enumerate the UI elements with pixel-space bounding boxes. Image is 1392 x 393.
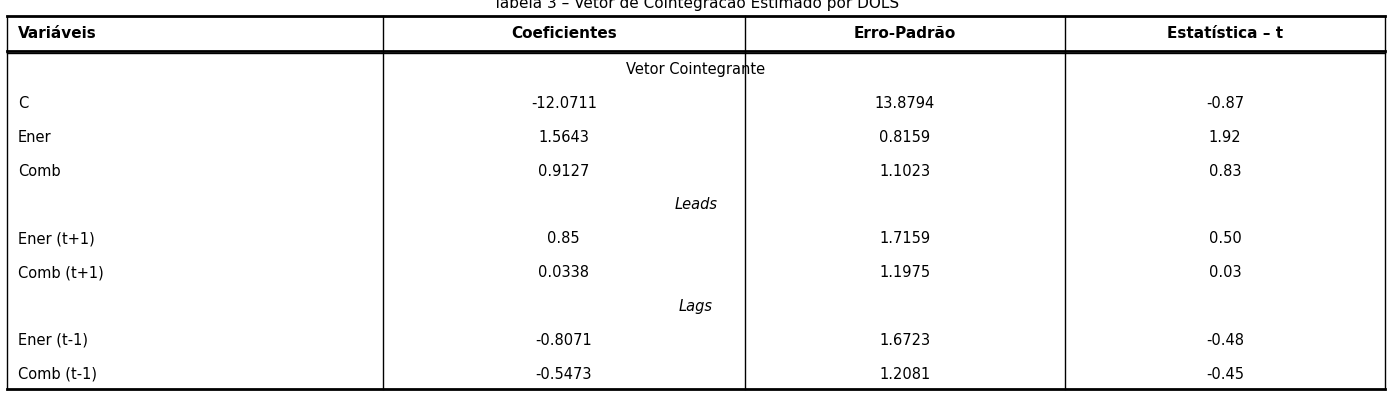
Text: 0.83: 0.83 bbox=[1208, 163, 1242, 178]
Text: 0.50: 0.50 bbox=[1208, 231, 1242, 246]
Text: 0.03: 0.03 bbox=[1208, 265, 1242, 280]
Text: Tabela 3 – Vetor de Cointegracao Estimado por DOLS: Tabela 3 – Vetor de Cointegracao Estimad… bbox=[493, 0, 899, 11]
Text: Erro-Padrão: Erro-Padrão bbox=[853, 26, 956, 41]
Text: 0.0338: 0.0338 bbox=[539, 265, 589, 280]
Text: 1.1975: 1.1975 bbox=[880, 265, 930, 280]
Text: C: C bbox=[18, 96, 28, 111]
Text: 1.1023: 1.1023 bbox=[880, 163, 930, 178]
Text: -12.0711: -12.0711 bbox=[530, 96, 597, 111]
Text: Estatística – t: Estatística – t bbox=[1166, 26, 1283, 41]
Text: Vetor Cointegrante: Vetor Cointegrante bbox=[626, 62, 766, 77]
Text: Comb (t+1): Comb (t+1) bbox=[18, 265, 104, 280]
Text: -0.87: -0.87 bbox=[1205, 96, 1244, 111]
Text: Leads: Leads bbox=[675, 197, 717, 213]
Text: Comb: Comb bbox=[18, 163, 61, 178]
Text: -0.5473: -0.5473 bbox=[536, 367, 592, 382]
Text: 1.5643: 1.5643 bbox=[539, 130, 589, 145]
Text: 1.6723: 1.6723 bbox=[880, 333, 930, 348]
Text: 0.8159: 0.8159 bbox=[880, 130, 930, 145]
Text: Comb (t-1): Comb (t-1) bbox=[18, 367, 97, 382]
Text: 0.9127: 0.9127 bbox=[539, 163, 589, 178]
Text: -0.45: -0.45 bbox=[1205, 367, 1244, 382]
Text: -0.48: -0.48 bbox=[1205, 333, 1244, 348]
Text: Lags: Lags bbox=[679, 299, 713, 314]
Text: 13.8794: 13.8794 bbox=[874, 96, 935, 111]
Text: -0.8071: -0.8071 bbox=[536, 333, 592, 348]
Text: Ener (t+1): Ener (t+1) bbox=[18, 231, 95, 246]
Text: Ener: Ener bbox=[18, 130, 52, 145]
Text: Ener (t-1): Ener (t-1) bbox=[18, 333, 88, 348]
Text: 1.92: 1.92 bbox=[1208, 130, 1242, 145]
Text: Variáveis: Variáveis bbox=[18, 26, 97, 41]
Text: 1.2081: 1.2081 bbox=[880, 367, 930, 382]
Text: 0.85: 0.85 bbox=[547, 231, 580, 246]
Text: Coeficientes: Coeficientes bbox=[511, 26, 617, 41]
Text: 1.7159: 1.7159 bbox=[880, 231, 930, 246]
